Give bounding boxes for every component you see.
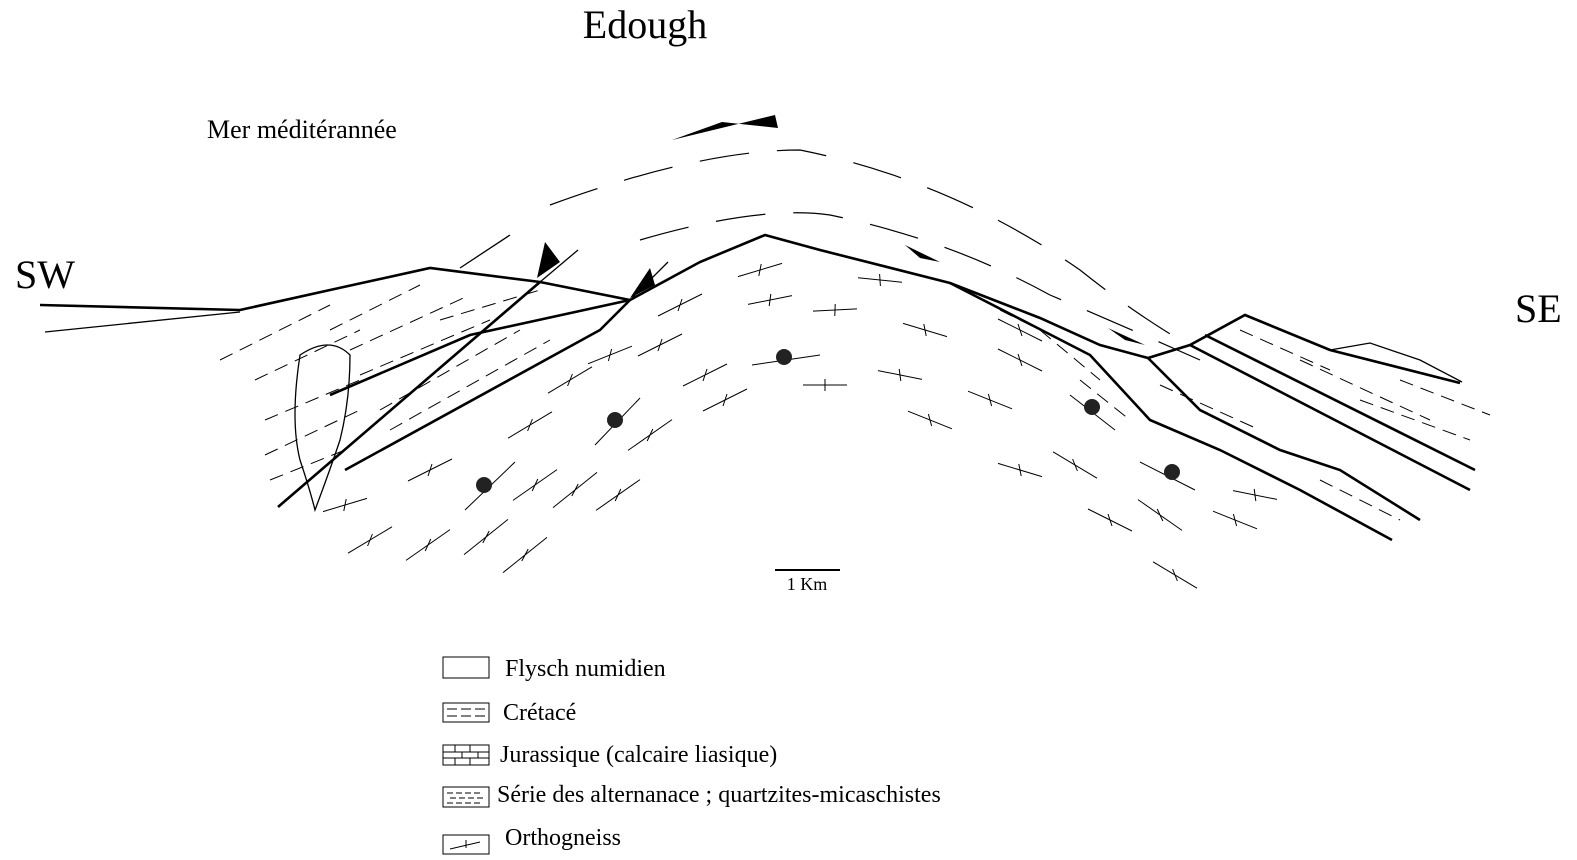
arrow	[537, 242, 560, 278]
fault	[278, 282, 540, 507]
fault	[330, 300, 630, 395]
sea-label: Mer méditérannée	[207, 115, 397, 144]
cross-section: Edough Mer méditérannée SW SE 1 Km Flysc…	[0, 0, 1577, 860]
schist-fabric	[1240, 330, 1330, 370]
legend-label: Crétacé	[503, 700, 576, 726]
fault	[460, 235, 510, 268]
foliation-tick	[678, 299, 682, 311]
foliation-tick	[425, 539, 431, 551]
legend-label: Série des alternanace ; quartzites-micas…	[497, 782, 941, 808]
scale-label: 1 Km	[787, 574, 828, 594]
arrow	[672, 115, 778, 140]
se-label: SE	[1515, 286, 1562, 331]
fault	[950, 283, 1392, 540]
foliation-tick	[428, 464, 432, 476]
legend-swatch	[443, 703, 489, 722]
sea-floor	[45, 312, 240, 332]
foliation-tick	[1173, 569, 1178, 581]
foliation-tick	[568, 374, 573, 386]
boudin	[607, 412, 623, 428]
foliation-tick	[723, 394, 727, 406]
fault	[1205, 335, 1475, 470]
foliation-tick	[615, 489, 621, 501]
foliation-tick	[572, 484, 578, 496]
schist-fabric	[390, 340, 550, 430]
foliation-tick	[1073, 459, 1078, 471]
foliation-tick	[658, 339, 662, 351]
foliation-tick	[703, 369, 707, 381]
eroded-trace	[550, 150, 1180, 340]
sw-label: SW	[15, 252, 75, 297]
schist-fabric	[360, 320, 490, 375]
legend-swatch	[443, 657, 489, 678]
title: Edough	[583, 2, 707, 47]
schist-fabric	[255, 330, 360, 380]
boudin	[1084, 399, 1100, 415]
schist-fabric	[1400, 380, 1490, 415]
foliation-tick	[368, 534, 373, 546]
foliation-tick	[483, 531, 489, 543]
arrow	[905, 245, 940, 262]
outline	[1330, 343, 1462, 382]
foliation-tick	[880, 274, 881, 286]
arrow	[1108, 328, 1145, 345]
schist-fabric	[330, 285, 420, 330]
boudin	[476, 477, 492, 493]
eroded-trace	[640, 213, 1200, 360]
foliation-tick	[522, 549, 528, 561]
legend-swatch	[443, 787, 489, 807]
fault	[1148, 358, 1420, 520]
legend: Flysch numidien Crétacé Jurassique (calc…	[443, 656, 941, 854]
foliation-tick	[1018, 354, 1022, 366]
topography	[40, 235, 1460, 383]
geology	[40, 115, 1490, 588]
foliation-tick	[1018, 324, 1022, 336]
foliation-tick	[1157, 509, 1163, 521]
schist-fabric	[220, 305, 330, 360]
foliation-tick	[647, 429, 653, 441]
schist-fabric	[1160, 385, 1260, 430]
boudin	[1164, 464, 1180, 480]
legend-label: Jurassique (calcaire liasique)	[500, 742, 777, 768]
schist-fabric	[1080, 380, 1130, 420]
legend-label: Orthogneiss	[505, 825, 621, 851]
schist-fabric	[270, 450, 345, 480]
schist-fabric	[440, 290, 540, 320]
foliation-tick	[528, 419, 533, 431]
foliation-tick	[532, 479, 538, 491]
schist-fabric	[380, 330, 520, 410]
foliation-tick	[1108, 514, 1112, 526]
legend-label: Flysch numidien	[505, 656, 666, 682]
boudin	[776, 349, 792, 365]
legend-swatch	[443, 745, 489, 765]
